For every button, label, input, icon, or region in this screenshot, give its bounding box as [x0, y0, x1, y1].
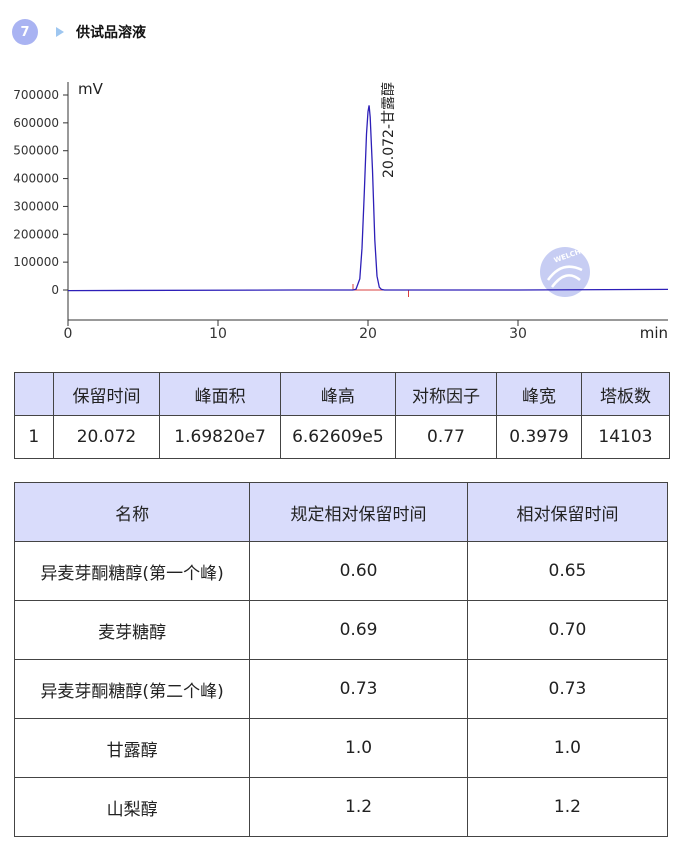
- rel-table-cell: 0.69: [249, 600, 468, 660]
- peak-table-cell: 6.62609e5: [279, 415, 396, 459]
- peak-table-header-cell: 峰宽: [496, 372, 582, 416]
- peak-table-header-cell: [14, 372, 54, 416]
- rel-table-cell: 甘露醇: [13, 718, 251, 778]
- rel-table-cell: 0.73: [249, 659, 468, 719]
- rel-table-cell: 1.0: [466, 718, 669, 778]
- section-header: 7 供试品溶液: [12, 18, 146, 46]
- x-tick-label: 30: [509, 326, 527, 342]
- chromatogram-chart: 7000006000005000004000003000002000001000…: [13, 80, 669, 342]
- peak-table-cell: 20.072: [52, 415, 161, 459]
- rel-table-cell: 异麦芽酮糖醇(第二个峰): [13, 659, 251, 719]
- x-tick-label: 10: [209, 326, 227, 342]
- rel-table-header-cell: 名称: [13, 482, 251, 542]
- y-tick-label: 500000: [13, 144, 59, 158]
- y-tick-label: 300000: [13, 199, 59, 213]
- peak-table-cell: 1.69820e7: [159, 415, 281, 459]
- x-tick-label: 0: [64, 326, 73, 342]
- rel-table-header-cell: 相对保留时间: [466, 482, 669, 542]
- table-row: 异麦芽酮糖醇(第二个峰) 0.73 0.73: [13, 659, 669, 719]
- y-tick-label: 0: [51, 283, 59, 297]
- peak-table-cell: 0.77: [394, 415, 498, 459]
- peak-table-cell: 14103: [580, 415, 671, 459]
- table-row: 山梨醇 1.2 1.2: [13, 777, 669, 837]
- table-row: 1 20.072 1.69820e7 6.62609e5 0.77 0.3979 14103: [14, 415, 671, 459]
- triangle-bullet-icon: [56, 27, 64, 37]
- x-tick-label: 20: [359, 326, 377, 342]
- table-row: 异麦芽酮糖醇(第一个峰) 0.60 0.65: [13, 541, 669, 601]
- peak-table-header-cell: 保留时间: [52, 372, 161, 416]
- peak-table: 保留时间 峰面积 峰高 对称因子 峰宽 塔板数 1 20.072 1.69820e7 6.626…: [14, 372, 671, 459]
- y-tick-label: 700000: [13, 88, 59, 102]
- welch-logo-watermark: WELCH: [540, 247, 590, 297]
- peak-table-header-cell: 塔板数: [580, 372, 671, 416]
- peak-table-header-row: 保留时间 峰面积 峰高 对称因子 峰宽 塔板数: [14, 372, 671, 416]
- rel-table-header-row: 名称 规定相对保留时间 相对保留时间: [13, 482, 669, 542]
- rel-table-cell: 0.65: [466, 541, 669, 601]
- peak-table-header-cell: 峰面积: [159, 372, 281, 416]
- rel-table-header-cell: 规定相对保留时间: [249, 482, 468, 542]
- rel-table-cell: 1.0: [249, 718, 468, 778]
- peak-table-header-cell: 对称因子: [394, 372, 498, 416]
- y-axis-label: mV: [78, 80, 104, 98]
- y-tick-label: 100000: [13, 255, 59, 269]
- rel-table-cell: 麦芽糖醇: [13, 600, 251, 660]
- section-number-badge: 7: [12, 19, 38, 45]
- x-axis-label: min: [640, 324, 668, 342]
- peak-table-cell: 1: [14, 415, 54, 459]
- y-tick-label: 600000: [13, 116, 59, 130]
- rel-table-cell: 异麦芽酮糖醇(第一个峰): [13, 541, 251, 601]
- peak-table-cell: 0.3979: [496, 415, 582, 459]
- rel-table-cell: 1.2: [466, 777, 669, 837]
- rel-table-cell: 0.73: [466, 659, 669, 719]
- chromatogram-series-line: [67, 105, 669, 292]
- peak-table-header-cell: 峰高: [279, 372, 396, 416]
- y-tick-label: 400000: [13, 172, 59, 186]
- rel-table-cell: 山梨醇: [13, 777, 251, 837]
- relative-retention-table: 名称 规定相对保留时间 相对保留时间 异麦芽酮糖醇(第一个峰) 0.60 0.65 麦芽糖…: [13, 482, 669, 837]
- section-title: 供试品溶液: [76, 25, 146, 41]
- table-row: 甘露醇 1.0 1.0: [13, 718, 669, 778]
- rel-table-cell: 0.60: [249, 541, 468, 601]
- peak-annotation-label: 20.072-甘露醇: [380, 82, 397, 178]
- table-row: 麦芽糖醇 0.69 0.70: [13, 600, 669, 660]
- rel-table-cell: 1.2: [249, 777, 468, 837]
- y-tick-label: 200000: [13, 227, 59, 241]
- rel-table-cell: 0.70: [466, 600, 669, 660]
